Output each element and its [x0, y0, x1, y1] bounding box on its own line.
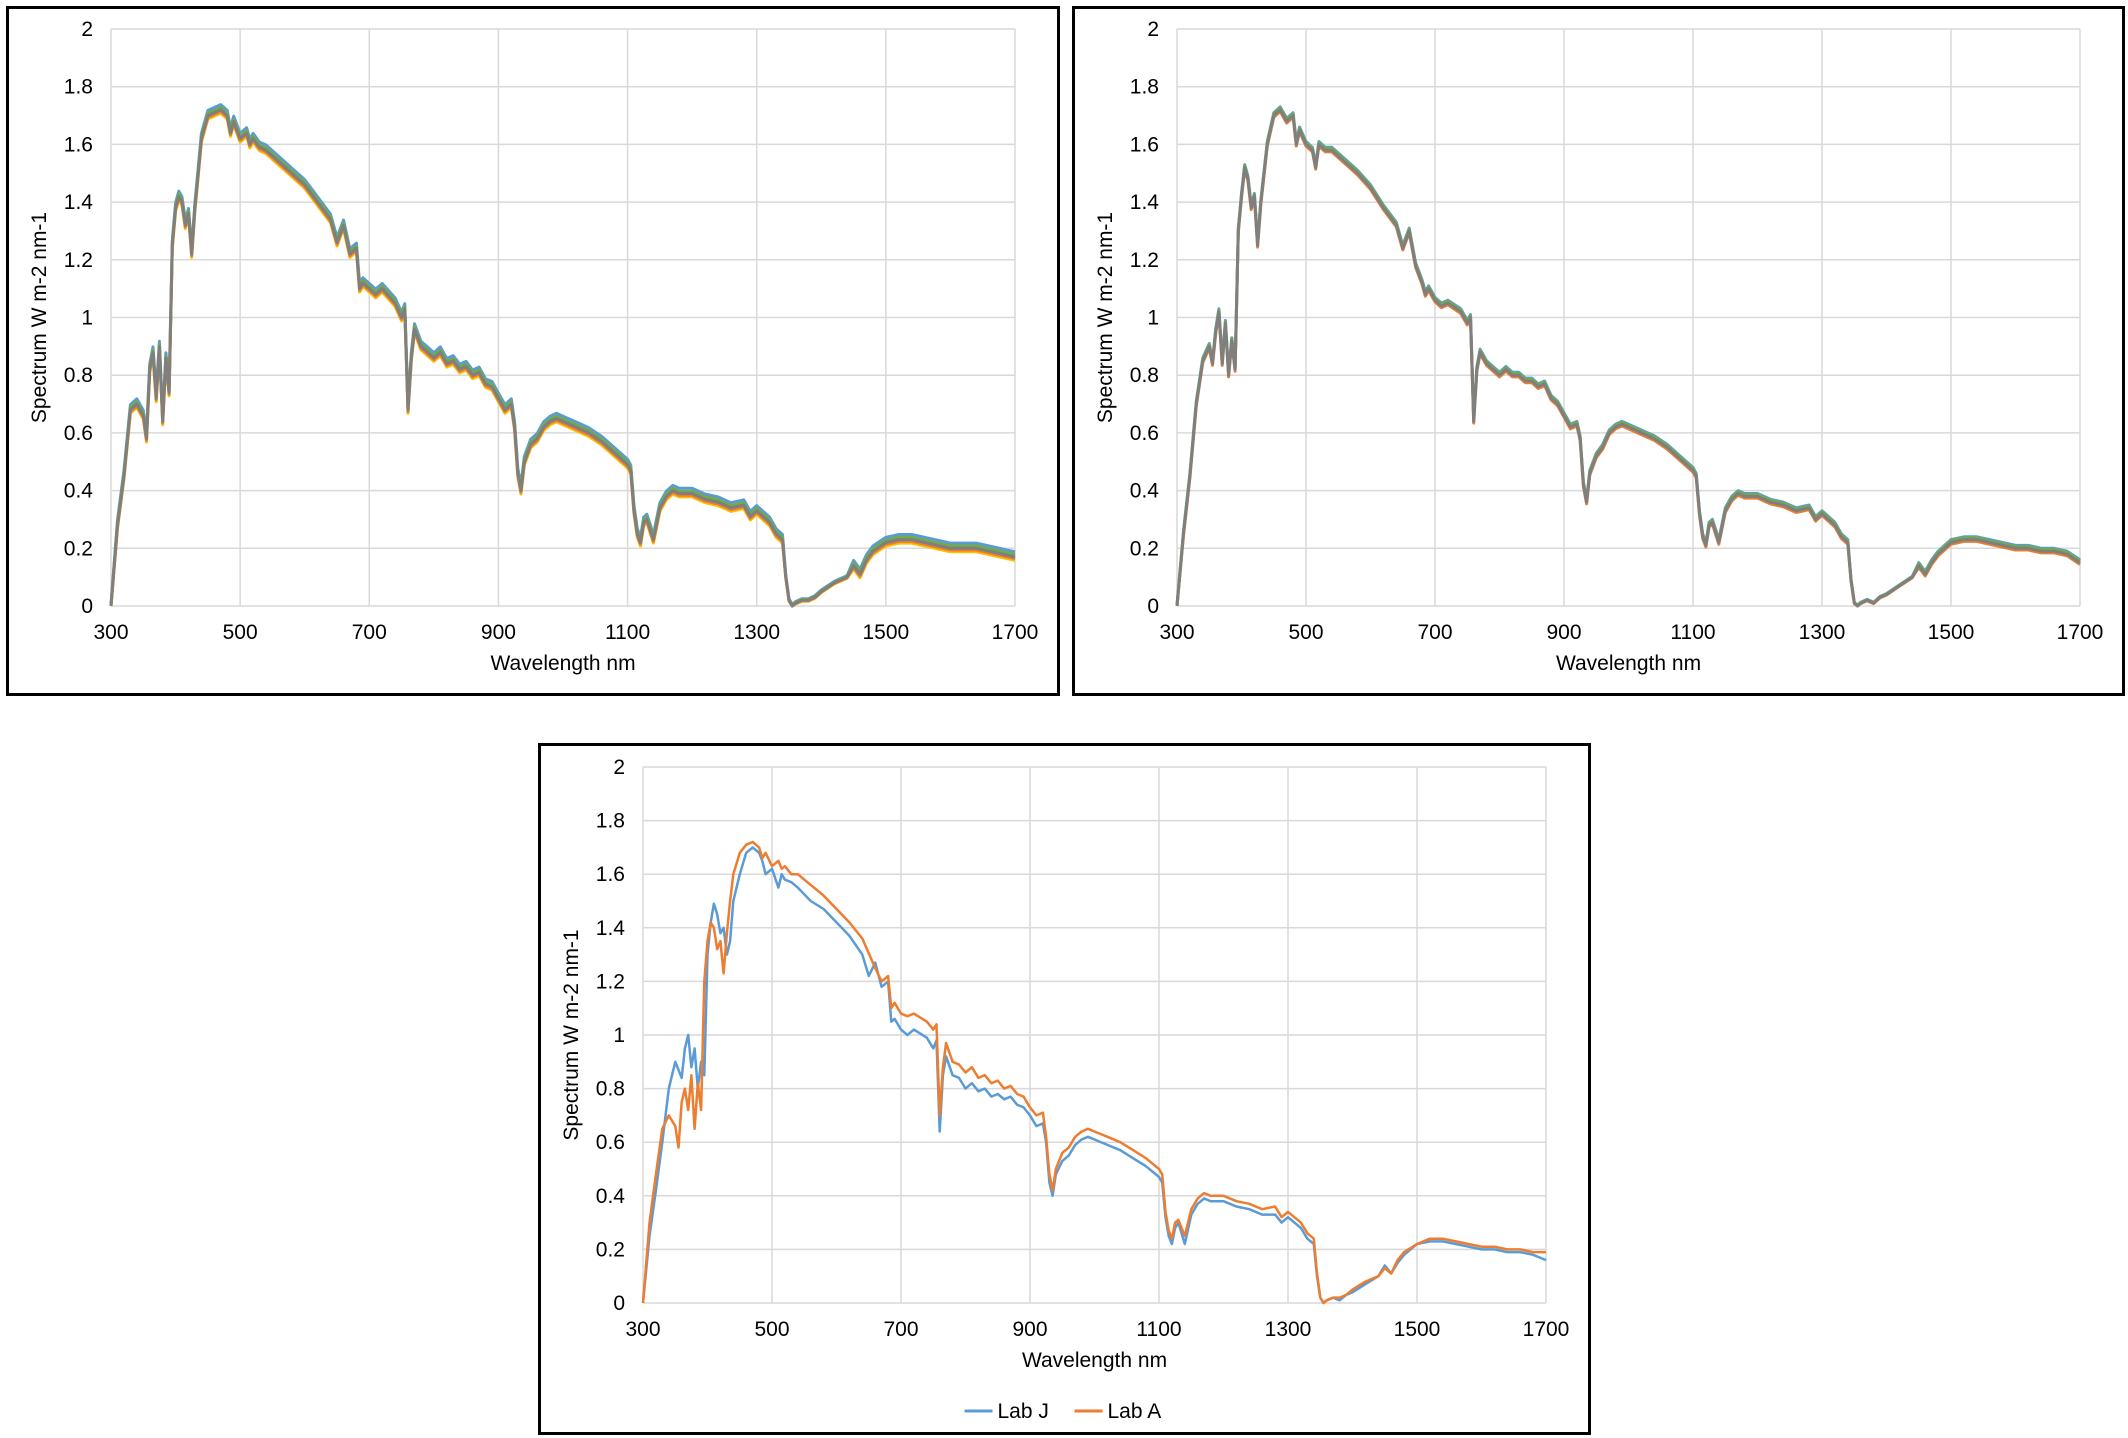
chart-a-x-tick-label: 1700	[992, 621, 1039, 644]
chart-b-series-line-0	[1175, 105, 2081, 607]
chart-c-legend-label-lab-j: Lab J	[998, 1400, 1049, 1423]
chart-c-x-tick-label: 1300	[1265, 1318, 1312, 1341]
chart-a-y-tick-label: 0.4	[64, 480, 94, 503]
chart-c-x-tick-label: 300	[625, 1318, 660, 1341]
chart-a-x-tick-label: 900	[481, 621, 516, 644]
chart-b-series-line-3	[1175, 108, 2081, 608]
chart-b-y-tick-label: 1	[1147, 307, 1159, 330]
chart-c-y-tick-label: 2	[613, 756, 625, 779]
chart-a-x-tick-label: 1500	[862, 621, 909, 644]
chart-a-x-tick-label: 700	[352, 621, 387, 644]
chart-b-x-tick-label: 1300	[1799, 621, 1846, 644]
chart-b-gridlines	[1176, 28, 2081, 607]
chart-b-y-tick-label: 2	[1147, 18, 1159, 41]
chart-b-y-tick-label: 0.6	[1130, 422, 1159, 445]
chart-b-y-tick-label: 0	[1147, 595, 1159, 618]
spectrum-chart-bottom: 300 500 700 900 1100 1300 1500 1700 0 0.2 0.4 0.6 0.…	[560, 756, 1570, 1423]
chart-a-series-line-0	[109, 103, 1016, 606]
chart-c-y-tick-label: 1.8	[596, 810, 625, 833]
chart-a-y-tick-label: 0.8	[64, 364, 93, 387]
chart-a-series-line-2	[109, 106, 1016, 607]
chart-c-y-tick-label: 1.6	[596, 863, 625, 886]
chart-b-y-tick-label: 1.4	[1130, 191, 1160, 214]
chart-b-series-line-1	[1175, 106, 2081, 607]
chart-c-y-tick-label: 0.6	[596, 1131, 625, 1154]
chart-a-y-tick-label: 1.2	[64, 249, 93, 272]
chart-c-gridlines	[642, 766, 1547, 1304]
chart-a-x-tick-label: 1100	[605, 621, 650, 644]
chart-a-series-line-3	[109, 110, 1016, 608]
chart-c-x-tick-label: 500	[754, 1318, 789, 1341]
chart-c-legend-label-lab-a: Lab A	[1108, 1400, 1162, 1423]
chart-c-x-tick-label: 700	[883, 1318, 918, 1341]
chart-b-x-tick-label: 500	[1288, 621, 1323, 644]
chart-c-x-tick-label: 900	[1012, 1318, 1047, 1341]
chart-b-x-axis-label: Wavelength nm	[1556, 652, 1701, 675]
chart-c-y-tick-label: 1	[613, 1024, 625, 1047]
chart-a-y-tick-label: 0.2	[64, 537, 93, 560]
chart-b-y-axis-label: Spectrum W m-2 nm-1	[1094, 212, 1117, 423]
chart-b-x-tick-label: 1100	[1670, 621, 1715, 644]
chart-a-y-tick-label: 1	[81, 307, 93, 330]
chart-a-x-axis-label: Wavelength nm	[490, 652, 635, 675]
chart-a-x-tick-label: 300	[93, 621, 128, 644]
chart-a-y-axis-label: Spectrum W m-2 nm-1	[28, 212, 51, 423]
chart-b-y-tick-label: 1.8	[1130, 76, 1159, 99]
chart-a-y-tick-label: 2	[81, 18, 93, 41]
chart-a-y-tick-label: 1.8	[64, 76, 93, 99]
chart-b-series-line-2	[1175, 110, 2081, 608]
chart-c-y-tick-label: 1.4	[596, 917, 626, 940]
chart-b-x-tick-label: 1500	[1928, 621, 1975, 644]
chart-b-y-tick-label: 0.4	[1130, 480, 1160, 503]
chart-b-y-tick-label: 1.2	[1130, 249, 1159, 272]
chart-c-series-line-lab-a	[641, 840, 1546, 1305]
chart-a-y-tick-label: 0.6	[64, 422, 93, 445]
chart-c-x-axis-label: Wavelength nm	[1022, 1349, 1167, 1372]
chart-b-x-tick-label: 300	[1159, 621, 1194, 644]
chart-c-series-line-lab-j	[641, 846, 1547, 1305]
chart-b-y-tick-label: 0.8	[1130, 364, 1159, 387]
chart-a-y-tick-label: 1.4	[64, 191, 94, 214]
chart-a-gridlines	[110, 28, 1016, 607]
chart-c-x-tick-label: 1100	[1136, 1318, 1181, 1341]
chart-panel-top-right: 300 500 700 900 1100 1300 1500 1700 0 0.2 0.4 0.6 0.…	[1072, 6, 2125, 696]
chart-c-y-tick-label: 0.8	[596, 1078, 625, 1101]
chart-a-series-line-1	[109, 111, 1016, 608]
chart-b-y-tick-label: 0.2	[1130, 537, 1159, 560]
chart-a-x-tick-label: 1300	[733, 621, 780, 644]
chart-c-y-tick-label: 0	[613, 1292, 625, 1315]
chart-a-x-tick-label: 500	[223, 621, 258, 644]
chart-panel-bottom: 300 500 700 900 1100 1300 1500 1700 0 0.2 0.4 0.6 0.…	[538, 743, 1591, 1435]
chart-a-series-line-4	[109, 108, 1016, 608]
chart-panel-top-left: 300 500 700 900 1100 1300 1500 1700 0 0.2 0.4 0.6 0.…	[6, 6, 1060, 696]
chart-c-y-tick-label: 0.4	[596, 1185, 626, 1208]
chart-b-x-tick-label: 1700	[2057, 621, 2104, 644]
chart-b-y-tick-label: 1.6	[1130, 133, 1159, 156]
chart-c-x-tick-label: 1500	[1394, 1318, 1441, 1341]
chart-c-y-axis-label: Spectrum W m-2 nm-1	[560, 929, 583, 1140]
chart-b-x-tick-label: 700	[1417, 621, 1452, 644]
chart-a-y-tick-label: 1.6	[64, 133, 93, 156]
spectrum-chart-top-right: 300 500 700 900 1100 1300 1500 1700 0 0.2 0.4 0.6 0.…	[1094, 18, 2104, 675]
chart-a-y-tick-label: 0	[81, 595, 93, 618]
spectrum-chart-top-left: 300 500 700 900 1100 1300 1500 1700 0 0.2 0.4 0.6 0.…	[28, 18, 1039, 675]
chart-c-y-tick-label: 1.2	[596, 970, 625, 993]
chart-b-x-tick-label: 900	[1546, 621, 1581, 644]
chart-c-y-tick-label: 0.2	[596, 1238, 625, 1261]
chart-c-x-tick-label: 1700	[1523, 1318, 1570, 1341]
